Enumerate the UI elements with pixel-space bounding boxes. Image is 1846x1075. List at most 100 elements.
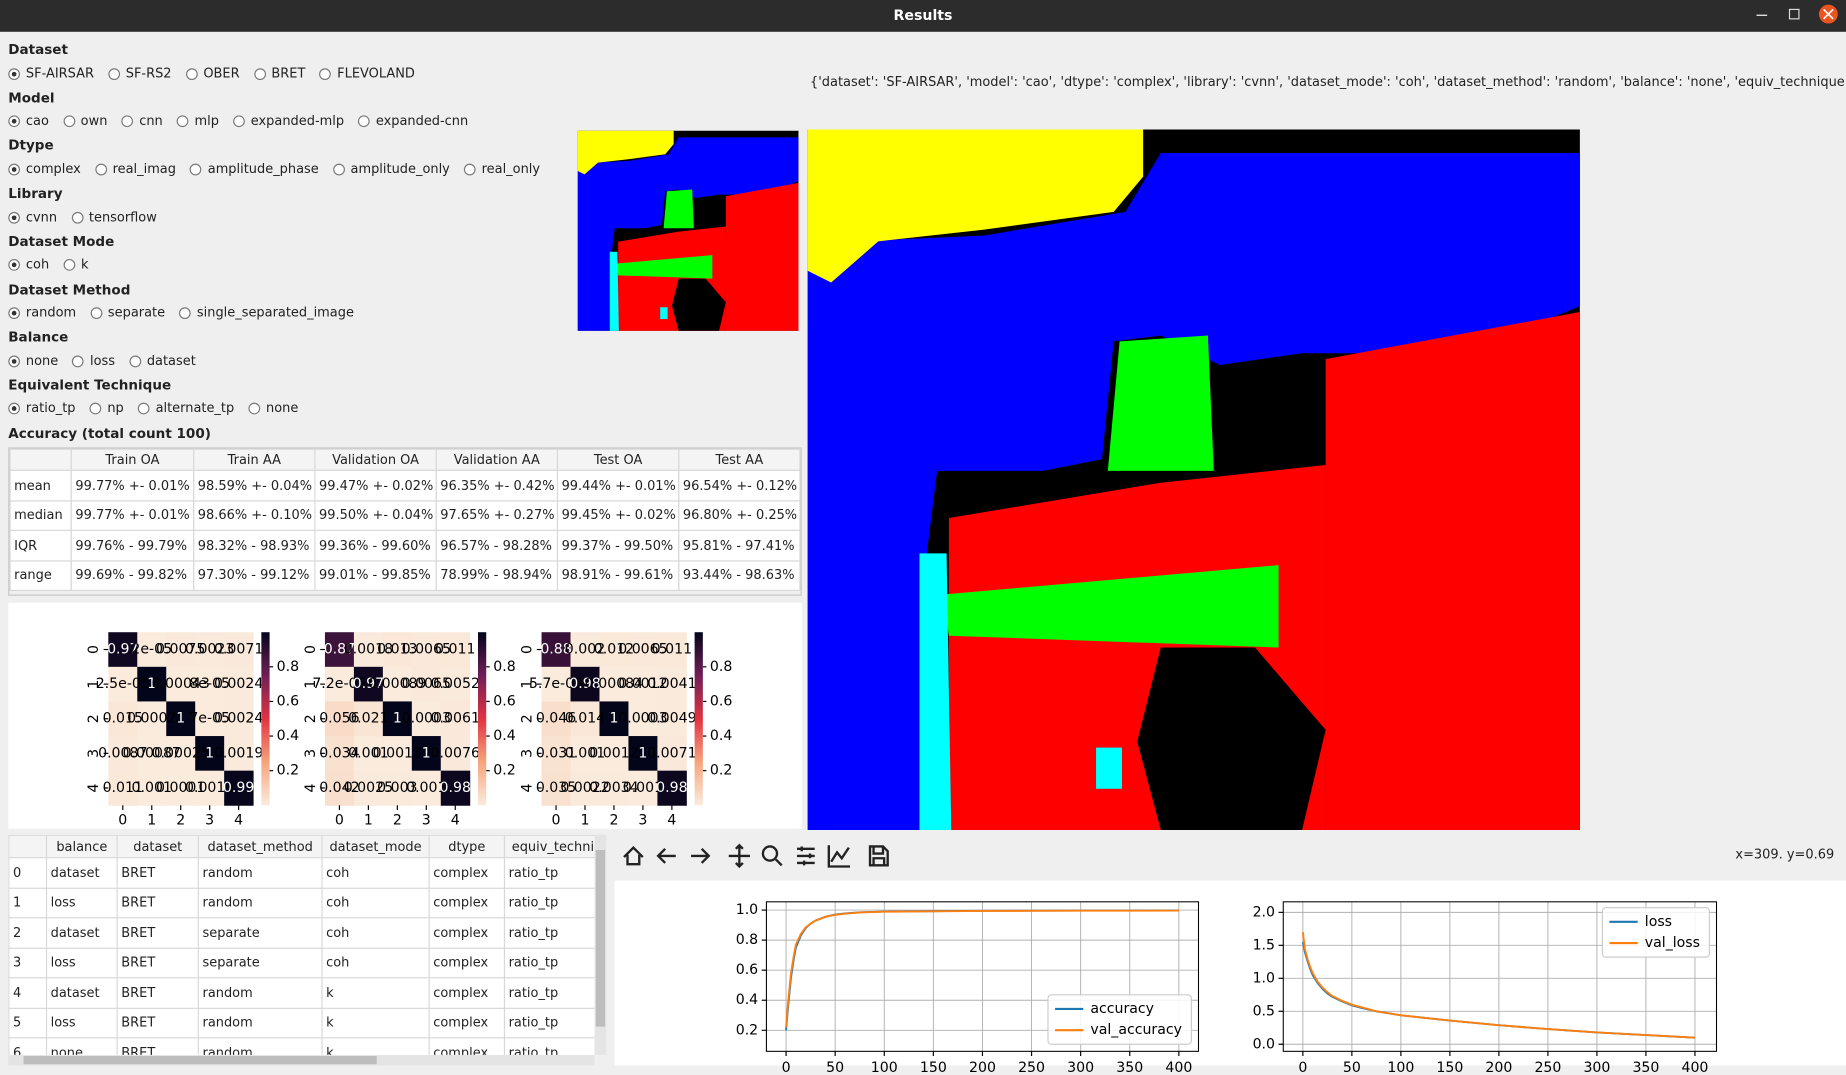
- column-header: dataset_method: [197, 834, 323, 859]
- heatmap-cell: [411, 632, 442, 668]
- radio-button[interactable]: [253, 67, 266, 80]
- heatmap-cell: [570, 736, 600, 772]
- radio-button[interactable]: [185, 67, 198, 80]
- radio-button[interactable]: [72, 355, 85, 367]
- radio-option[interactable]: tensorflow: [71, 208, 157, 227]
- radio-button[interactable]: [8, 211, 21, 224]
- radio-button[interactable]: [8, 115, 21, 128]
- radio-option[interactable]: expanded-cnn: [358, 112, 468, 131]
- x-tick-label: 3: [422, 813, 431, 829]
- radio-option[interactable]: loss: [72, 352, 115, 371]
- cell-label: 0.0024: [214, 711, 263, 727]
- radio-button[interactable]: [94, 163, 107, 176]
- radio-option[interactable]: none: [8, 352, 58, 371]
- back-button[interactable]: [656, 848, 676, 864]
- radio-option[interactable]: ratio_tp: [8, 400, 76, 419]
- radio-option[interactable]: amplitude_only: [332, 160, 450, 179]
- radio-option[interactable]: np: [89, 400, 124, 419]
- radio-button[interactable]: [358, 115, 370, 128]
- table-cell: separate: [197, 917, 323, 949]
- table-cell: random: [197, 1037, 323, 1055]
- title-bar: [0, 0, 1846, 32]
- radio-option[interactable]: real_imag: [94, 160, 176, 179]
- radio-option[interactable]: coh: [8, 256, 49, 275]
- radio-option[interactable]: random: [8, 304, 76, 323]
- table-row: median 99.77% +- 0.01% 98.66% +- 0.10% 99.5…: [9, 499, 801, 531]
- column-header: equiv_technique: [503, 834, 595, 859]
- radio-option[interactable]: none: [248, 400, 298, 419]
- radio-option[interactable]: complex: [8, 160, 81, 179]
- pan-button[interactable]: [728, 843, 750, 869]
- radio-button[interactable]: [8, 355, 21, 367]
- cell-label: 0.0071: [647, 745, 696, 761]
- radio-option[interactable]: dataset: [129, 352, 196, 371]
- radio-option[interactable]: real_only: [463, 160, 540, 179]
- forward-button[interactable]: [691, 848, 711, 864]
- radio-text: OBER: [203, 65, 240, 81]
- radio-button[interactable]: [190, 163, 202, 176]
- radio-option[interactable]: single_separated_image: [179, 304, 354, 323]
- radio-button[interactable]: [137, 403, 150, 415]
- radio-button[interactable]: [71, 211, 84, 224]
- radio-option[interactable]: alternate_tp: [137, 400, 234, 419]
- radio-option[interactable]: FLEVOLAND: [319, 64, 415, 83]
- radio-button[interactable]: [179, 307, 192, 320]
- radio-button[interactable]: [90, 307, 103, 320]
- cell-label: 0.98: [656, 780, 687, 796]
- radio-button[interactable]: [8, 67, 21, 80]
- cell-label: 1: [393, 711, 402, 727]
- radio-option[interactable]: own: [63, 112, 107, 131]
- radio-option[interactable]: k: [63, 256, 88, 275]
- radio-button[interactable]: [8, 403, 21, 415]
- x-tick-label: 0: [782, 1060, 791, 1075]
- radio-button[interactable]: [8, 259, 21, 272]
- table-cell: 97.65% +- 0.27%: [435, 499, 559, 531]
- scrollbar[interactable]: [595, 850, 606, 1027]
- scrollbar[interactable]: [23, 1056, 377, 1065]
- y-tick-label: 1.5: [1253, 937, 1275, 953]
- table-cell: random: [197, 1007, 323, 1039]
- configure-button[interactable]: [797, 846, 815, 866]
- home-button[interactable]: [623, 845, 644, 866]
- heatmap-cell: [137, 632, 167, 668]
- radio-option[interactable]: OBER: [185, 64, 240, 83]
- radio-button[interactable]: [129, 355, 141, 367]
- save-button[interactable]: [868, 845, 889, 867]
- radio-option[interactable]: amplitude_phase: [190, 160, 319, 179]
- radio-button[interactable]: [319, 67, 332, 80]
- radio-option[interactable]: BRET: [253, 64, 305, 83]
- maximize-button[interactable]: [1788, 8, 1800, 20]
- radio-button[interactable]: [8, 163, 21, 176]
- column-header: Test OA: [556, 448, 680, 471]
- config-text: {'dataset': 'SF-AIRSAR', 'model': 'cao',…: [809, 74, 1846, 90]
- radio-button[interactable]: [121, 115, 134, 128]
- radio-option[interactable]: expanded-mlp: [233, 112, 344, 131]
- radio-option[interactable]: mlp: [176, 112, 219, 131]
- radio-option[interactable]: SF-RS2: [108, 64, 172, 83]
- axes-button[interactable]: [827, 845, 851, 868]
- radio-option[interactable]: separate: [90, 304, 165, 323]
- legend-label: accuracy: [1090, 1001, 1154, 1017]
- column-header: Validation AA: [435, 448, 559, 471]
- radio-button[interactable]: [248, 403, 261, 415]
- zoom-button[interactable]: [761, 845, 783, 867]
- radio-button[interactable]: [463, 163, 476, 176]
- y-tick-label: 0.5: [1253, 1003, 1275, 1019]
- radio-button[interactable]: [108, 67, 120, 80]
- radio-button[interactable]: [8, 307, 21, 320]
- radio-button[interactable]: [332, 163, 345, 176]
- x-tick-label: 50: [826, 1060, 844, 1075]
- table-cell: 96.35% +- 0.42%: [435, 469, 559, 501]
- y-tick-label: 2: [519, 714, 535, 723]
- cell-label: 0.0022: [560, 780, 609, 796]
- radio-option[interactable]: cnn: [121, 112, 163, 131]
- radio-button[interactable]: [233, 115, 245, 128]
- radio-option[interactable]: SF-AIRSAR: [8, 64, 94, 83]
- radio-button[interactable]: [176, 115, 189, 128]
- radio-button[interactable]: [63, 259, 76, 272]
- radio-option[interactable]: cvnn: [8, 208, 57, 227]
- radio-option[interactable]: cao: [8, 112, 49, 131]
- radio-button[interactable]: [89, 403, 102, 415]
- heatmap-cell: [195, 701, 225, 737]
- radio-button[interactable]: [63, 115, 75, 128]
